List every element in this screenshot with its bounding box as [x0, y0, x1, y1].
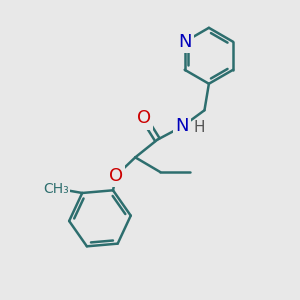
Text: N: N — [176, 117, 189, 135]
Text: N: N — [178, 33, 191, 51]
Text: O: O — [137, 110, 151, 128]
Text: CH₃: CH₃ — [43, 182, 69, 196]
Text: H: H — [194, 120, 205, 135]
Text: O: O — [109, 167, 123, 184]
